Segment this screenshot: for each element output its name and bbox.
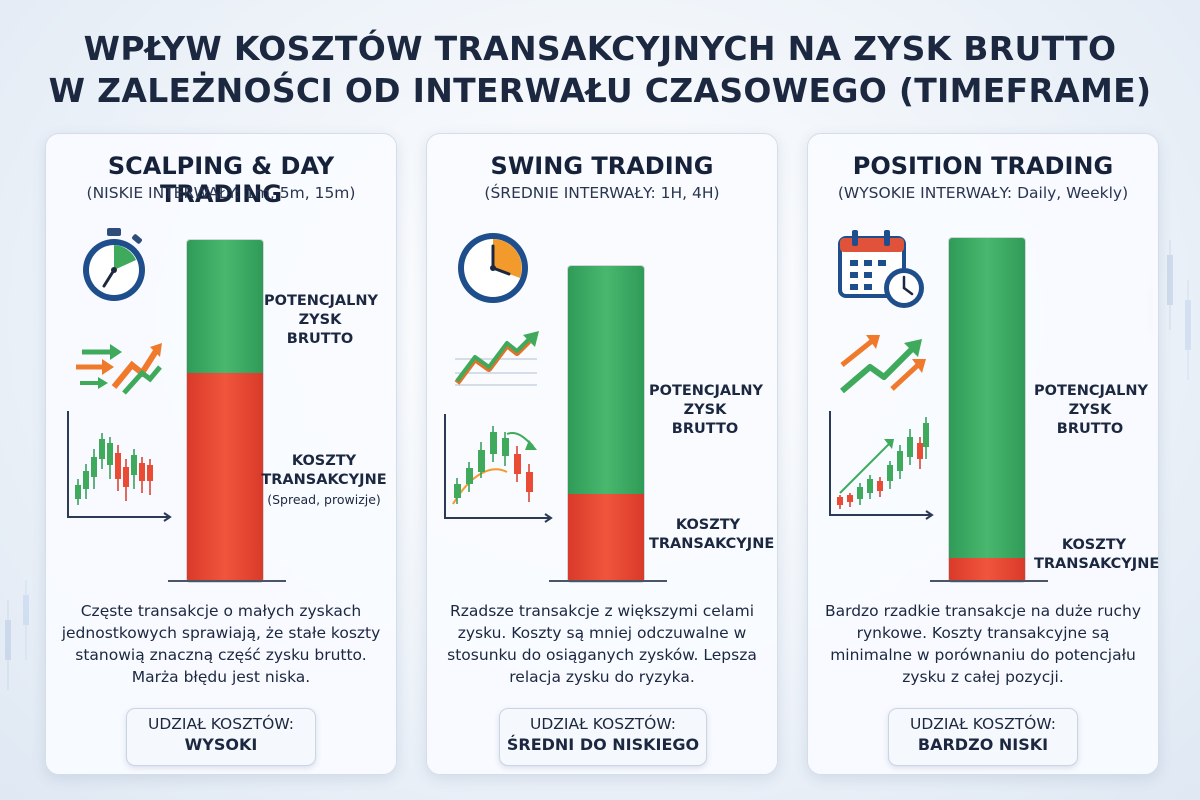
card-description: Bardzo rzadkie transakcje na duże ruchy …: [824, 602, 1142, 686]
cost-label-text: KOSZTY TRANSAKCYJNE: [261, 453, 387, 488]
cost-label: KOSZTY TRANSAKCYJNE: [1034, 537, 1160, 572]
candlestick-icon: [67, 411, 172, 522]
profit-label: POTENCJALNY ZYSK BRUTTO: [649, 383, 764, 437]
trend-arrow-icon: [454, 331, 539, 386]
card-subtitle: (WYSOKIE INTERWAŁY: Daily, Weekly): [837, 184, 1129, 202]
cost-profit-bar: [948, 237, 1026, 583]
card-title: POSITION TRADING: [852, 152, 1114, 180]
candlestick-icon: [829, 411, 934, 520]
bar-baseline: [168, 580, 286, 582]
badge-label: UDZIAŁ KOSZTÓW:: [148, 715, 294, 733]
page-title-line1: WPŁYW KOSZTÓW TRANSAKCYJNYCH NA ZYSK BRU…: [83, 29, 1117, 68]
card-swing: SWING TRADING (ŚREDNIE INTERWAŁY: 1H, 4H…: [426, 133, 778, 775]
card-position: POSITION TRADING (WYSOKIE INTERWAŁY: Dai…: [807, 133, 1159, 775]
cost-share-badge: UDZIAŁ KOSZTÓW: WYSOKI: [126, 708, 316, 766]
badge-value: ŚREDNI DO NISKIEGO: [506, 735, 700, 754]
profit-label: POTENCJALNY ZYSK BRUTTO: [1034, 383, 1149, 437]
badge-value: BARDZO NISKI: [917, 735, 1049, 754]
badge-value: WYSOKI: [184, 735, 258, 754]
profit-segment: [187, 240, 263, 373]
card-description: Rzadsze transakcje z większymi celami zy…: [447, 602, 757, 686]
cost-share-badge: UDZIAŁ KOSZTÓW: ŚREDNI DO NISKIEGO: [499, 708, 707, 766]
cost-label: KOSZTY TRANSAKCYJNE (Spread, prowizje): [254, 452, 394, 509]
card-description: Częste transakcje o małych zyskach jedno…: [61, 602, 381, 686]
badge-label: UDZIAŁ KOSZTÓW:: [530, 715, 676, 733]
card-subtitle: (ŚREDNIE INTERWAŁY: 1H, 4H): [484, 184, 720, 202]
bar-baseline: [930, 580, 1048, 582]
card-title: SWING TRADING: [490, 152, 714, 180]
cost-segment: [949, 558, 1025, 582]
page-title: WPŁYW KOSZTÓW TRANSAKCYJNYCH NA ZYSK BRU…: [0, 28, 1200, 112]
profit-segment: [949, 238, 1025, 558]
cost-segment: [187, 373, 263, 582]
profit-label: POTENCJALNY ZYSK BRUTTO: [264, 293, 379, 347]
stopwatch-icon: [83, 228, 145, 301]
card-subtitle: (NISKIE INTERWAŁY: 1m, 5m, 15m): [86, 184, 356, 202]
cost-share-badge: UDZIAŁ KOSZTÓW: BARDZO NISKI: [888, 708, 1078, 766]
cost-profit-bar: [567, 265, 645, 583]
candlestick-icon: [444, 414, 553, 523]
trend-arrows-icon: [840, 335, 926, 394]
profit-segment: [568, 266, 644, 494]
cost-label: KOSZTY TRANSAKCYJNE: [649, 517, 775, 552]
card-title: SCALPING & DAY TRADING: [107, 152, 335, 208]
background-candles-left: [5, 580, 29, 690]
card-scalping: SCALPING & DAY TRADING (NISKIE INTERWAŁY…: [45, 133, 397, 775]
badge-label: UDZIAŁ KOSZTÓW:: [910, 715, 1056, 733]
page-title-line2: W ZALEŻNOŚCI OD INTERWAŁU CZASOWEGO (TIM…: [48, 71, 1152, 110]
cost-sublabel: (Spread, prowizje): [267, 492, 381, 507]
cost-segment: [568, 494, 644, 582]
bar-baseline: [549, 580, 667, 582]
cost-profit-bar: [186, 239, 264, 583]
speed-arrows-icon: [76, 343, 162, 395]
clock-icon: [458, 233, 528, 303]
calendar-clock-icon: [838, 230, 924, 308]
